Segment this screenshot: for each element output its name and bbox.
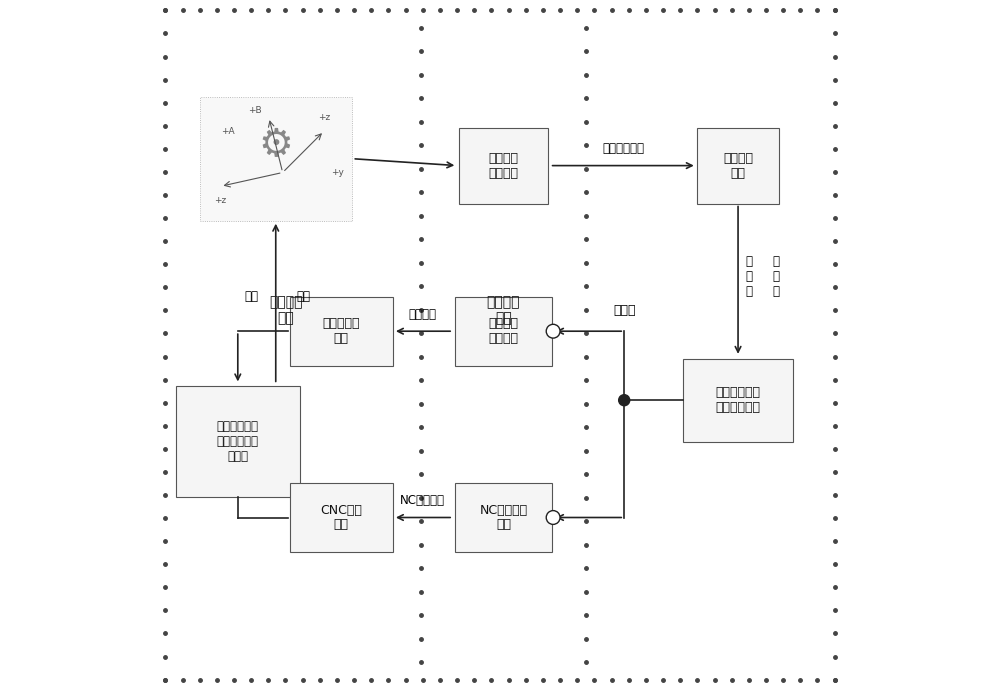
FancyBboxPatch shape (455, 483, 552, 552)
Text: 齿距累积偏差
补偿数学模型: 齿距累积偏差 补偿数学模型 (716, 386, 761, 414)
Text: 加工: 加工 (296, 290, 310, 303)
Text: +z: +z (214, 195, 227, 205)
Text: 补偿量: 补偿量 (613, 304, 635, 317)
Text: +A: +A (221, 126, 234, 136)
Text: 补偿: 补偿 (245, 290, 259, 303)
Text: 相
位
谱: 相 位 谱 (773, 255, 780, 297)
Text: 齿距累积偏差: 齿距累积偏差 (603, 142, 645, 155)
Text: 在机测量
系统模块: 在机测量 系统模块 (488, 152, 518, 179)
Text: NC代码生成
模块: NC代码生成 模块 (479, 504, 528, 531)
FancyBboxPatch shape (455, 297, 552, 366)
Text: CNC数控
系统: CNC数控 系统 (320, 504, 362, 531)
Circle shape (546, 324, 560, 338)
Text: NC补偿代码: NC补偿代码 (400, 494, 445, 507)
Text: 滚齿机伺服
系统: 滚齿机伺服 系统 (323, 317, 360, 345)
FancyBboxPatch shape (290, 483, 393, 552)
Circle shape (619, 395, 630, 406)
FancyBboxPatch shape (697, 128, 779, 204)
Text: 补偿信号: 补偿信号 (409, 308, 437, 321)
FancyBboxPatch shape (459, 128, 548, 204)
Text: 控制滚刀与工
件间的瞬时啮
合关系: 控制滚刀与工 件间的瞬时啮 合关系 (217, 420, 259, 463)
Text: 在机补偿
系统: 在机补偿 系统 (487, 295, 520, 326)
Text: 补偿信号
生成模块: 补偿信号 生成模块 (488, 317, 518, 345)
Text: +y: +y (331, 168, 344, 177)
Text: +B: +B (248, 106, 262, 115)
Text: 滚齿加工
系统: 滚齿加工 系统 (269, 295, 303, 326)
Text: ⚙: ⚙ (258, 126, 293, 164)
Text: +z: +z (318, 112, 330, 122)
Circle shape (546, 511, 560, 524)
FancyBboxPatch shape (683, 359, 793, 442)
Text: 谐波分解
模块: 谐波分解 模块 (723, 152, 753, 179)
FancyBboxPatch shape (200, 97, 352, 221)
FancyBboxPatch shape (290, 297, 393, 366)
FancyBboxPatch shape (176, 386, 300, 497)
Text: 幅
值
谱: 幅 值 谱 (745, 255, 752, 297)
